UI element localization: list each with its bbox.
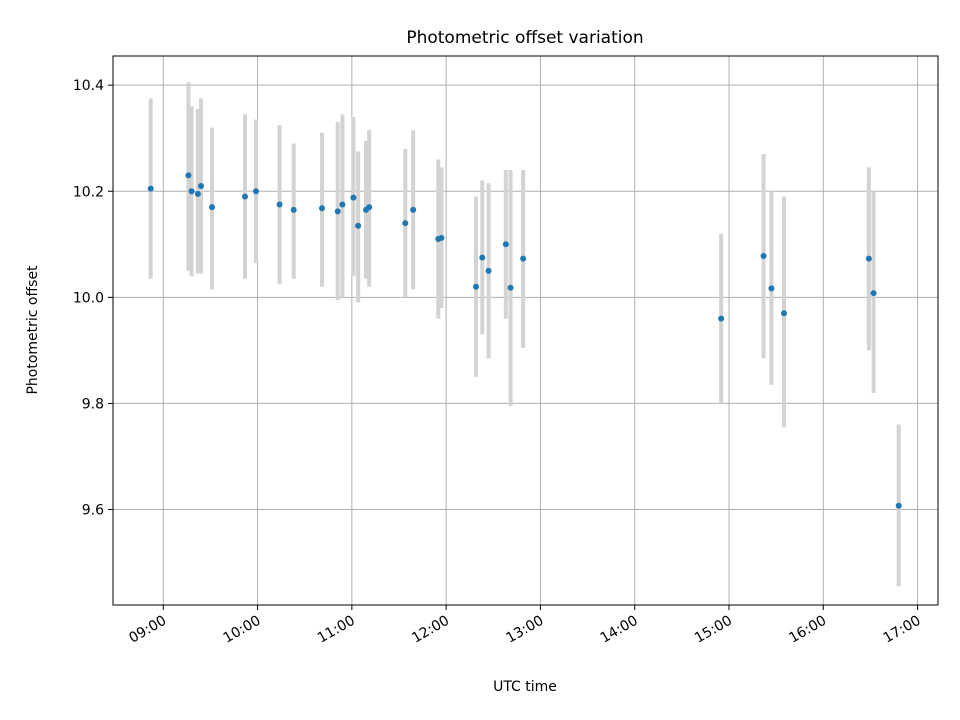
data-point — [334, 208, 341, 215]
data-point — [438, 234, 445, 241]
data-point — [507, 284, 514, 291]
data-point — [502, 241, 509, 248]
data-point — [276, 201, 283, 208]
data-point — [870, 290, 877, 297]
data-point — [520, 255, 527, 262]
x-tick-label: 16:00 — [786, 613, 829, 647]
y-tick-label: 9.8 — [82, 396, 104, 412]
data-point — [350, 194, 357, 201]
data-point — [895, 502, 902, 509]
x-axis-label: UTC time — [493, 679, 557, 695]
data-point — [198, 182, 204, 189]
data-point — [718, 315, 725, 322]
data-point — [188, 188, 195, 195]
data-point — [355, 222, 362, 229]
data-point — [253, 188, 259, 195]
plot-frame — [112, 55, 939, 606]
x-tick-label: 09:00 — [126, 613, 169, 647]
data-point — [339, 201, 346, 208]
y-tick-label: 10.4 — [73, 78, 104, 94]
data-point — [760, 252, 767, 259]
chart-title: Photometric offset variation — [406, 28, 643, 48]
data-point — [185, 172, 192, 179]
grid-lines — [113, 56, 938, 605]
data-point — [209, 204, 215, 211]
x-tick-label: 14:00 — [598, 613, 641, 647]
error-bars — [148, 82, 901, 587]
x-axis-ticks: 09:00 10:00 11:00 12:00 13:00 14:00 15:00 16:00… — [126, 605, 924, 647]
x-tick-label: 17:00 — [881, 613, 924, 647]
x-tick-label: 10:00 — [221, 613, 264, 647]
y-tick-label: 10.2 — [73, 184, 104, 200]
data-point — [473, 283, 479, 290]
data-point — [242, 193, 248, 200]
data-points — [147, 172, 902, 509]
data-point — [410, 206, 417, 213]
data-point — [479, 254, 486, 261]
data-point — [865, 255, 872, 262]
x-tick-label: 11:00 — [315, 613, 358, 647]
data-point — [290, 206, 297, 213]
data-point — [402, 220, 409, 227]
x-tick-label: 12:00 — [409, 613, 452, 647]
data-point — [485, 267, 492, 274]
y-axis-ticks: 9.6 9.8 10.0 10.2 10.4 — [73, 78, 113, 519]
data-point — [147, 185, 154, 192]
data-point — [781, 310, 787, 317]
y-axis-label: Photometric offset — [25, 265, 41, 395]
data-point — [768, 285, 775, 292]
data-point — [194, 190, 201, 197]
y-tick-label: 10.0 — [73, 290, 104, 306]
x-tick-label: 13:00 — [503, 613, 546, 647]
data-point — [366, 204, 373, 211]
x-tick-label: 15:00 — [692, 613, 735, 647]
y-tick-label: 9.6 — [82, 503, 104, 519]
data-point — [319, 205, 325, 212]
